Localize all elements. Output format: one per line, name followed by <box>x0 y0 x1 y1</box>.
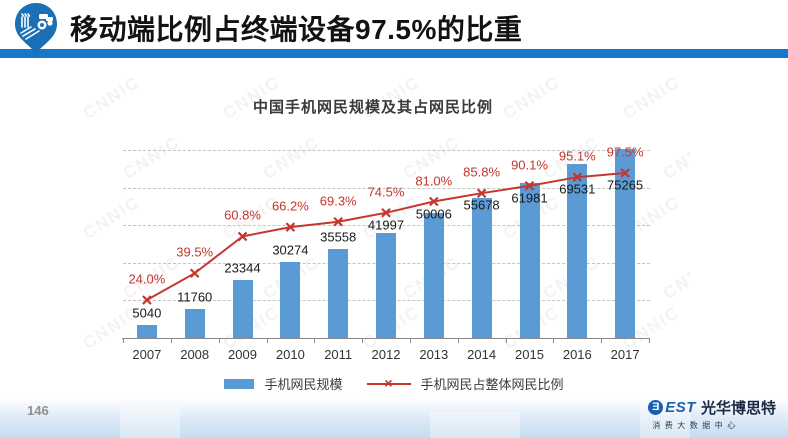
x-axis-label: 2015 <box>515 347 544 362</box>
percent-label: 97.5% <box>606 144 644 160</box>
gridline <box>123 150 650 151</box>
x-axis-label: 2007 <box>132 347 162 362</box>
bar-value-label: 5040 <box>132 305 162 321</box>
axis-tick <box>314 339 316 343</box>
skyline-shape <box>120 406 180 438</box>
percent-label: 81.0% <box>415 173 453 188</box>
x-axis-label: 2011 <box>324 347 353 362</box>
slide-title: 移动端比例占终端设备97.5%的比重 <box>70 14 523 45</box>
skyline-shape <box>430 412 520 438</box>
watermark-text: CNNIC <box>259 132 324 183</box>
percent-label: 90.1% <box>511 157 548 173</box>
watermark-text: CNNIC <box>119 132 184 183</box>
bar-value-label: 30274 <box>272 242 309 258</box>
percent-label: 69.3% <box>319 193 357 209</box>
legend-bar-label: 手机网民规模 <box>264 377 343 392</box>
axis-tick <box>505 339 507 343</box>
bar-2007 <box>136 325 157 338</box>
bar-2011 <box>328 248 349 338</box>
legend-line-label: 手机网民占整体网民比例 <box>420 377 564 392</box>
axis-tick <box>649 339 650 343</box>
watermark-text: CNNIC <box>659 132 690 183</box>
axis-tick <box>170 339 172 343</box>
brand-logo: Ǝ EST 光华博思特 消费大数据中心 <box>648 397 776 431</box>
percent-label: 24.0% <box>128 271 166 287</box>
axis-tick <box>601 339 603 343</box>
page-number: 146 <box>27 403 49 418</box>
header-accent-bar <box>0 49 788 58</box>
app-logo-pin-icon <box>15 3 57 58</box>
brand-wordmark: EST <box>665 399 696 416</box>
brand-subtitle: 消费大数据中心 <box>652 421 740 430</box>
x-axis-label: 2008 <box>180 347 210 362</box>
percent-label: 39.5% <box>176 244 214 260</box>
bar-2013 <box>423 212 444 338</box>
percent-label: 74.5% <box>367 184 405 200</box>
x-axis-label: 2009 <box>228 347 257 362</box>
chart-legend: 手机网民规模 × 手机网民占整体网民比例 <box>0 374 788 393</box>
bar-value-label: 11760 <box>177 289 213 304</box>
bar-2014 <box>471 198 492 338</box>
percent-label: 60.8% <box>224 207 261 223</box>
bar-value-label: 69531 <box>559 181 596 197</box>
legend-bar-swatch-icon <box>224 378 255 389</box>
axis-tick <box>266 339 268 343</box>
x-axis-label: 2012 <box>371 347 401 362</box>
brand-name: 光华博思特 <box>700 400 776 417</box>
x-axis-label: 2014 <box>467 347 497 362</box>
legend-line-marker-icon: × <box>366 375 411 391</box>
bar-value-label: 41997 <box>367 217 405 233</box>
watermark-text: CNNIC <box>79 192 144 243</box>
bar-value-label: 75265 <box>607 177 644 193</box>
bar-2015 <box>519 182 540 338</box>
axis-tick <box>218 339 220 343</box>
bar-value-label: 50006 <box>415 206 452 221</box>
percent-label: 85.8% <box>463 164 501 180</box>
bottom-decorative-band <box>0 398 788 438</box>
bar-value-label: 23344 <box>224 260 261 275</box>
x-axis-line <box>122 338 650 339</box>
bar-2008 <box>184 308 205 338</box>
watermark-text: CNNIC <box>659 252 690 303</box>
percent-label: 95.1% <box>558 148 596 164</box>
axis-tick <box>409 339 411 343</box>
x-axis-label: 2013 <box>419 347 449 362</box>
bar-2010 <box>280 262 301 338</box>
axis-tick <box>123 339 124 343</box>
axis-tick <box>362 339 364 343</box>
x-axis-label: 2017 <box>610 347 640 362</box>
bar-value-label: 61981 <box>511 190 548 206</box>
bar-value-label: 55678 <box>463 197 500 213</box>
axis-tick <box>553 339 555 343</box>
bar-value-label: 35558 <box>320 229 357 245</box>
best-logo-icon: Ǝ <box>648 400 664 415</box>
axis-tick <box>457 339 459 343</box>
percent-label: 66.2% <box>271 198 309 214</box>
chart-title: 中国手机网民规模及其占网民比例 <box>252 99 493 116</box>
bar-2012 <box>376 232 396 338</box>
bar-2009 <box>232 279 253 338</box>
x-axis-label: 2010 <box>275 347 305 362</box>
x-axis-label: 2016 <box>562 347 592 362</box>
